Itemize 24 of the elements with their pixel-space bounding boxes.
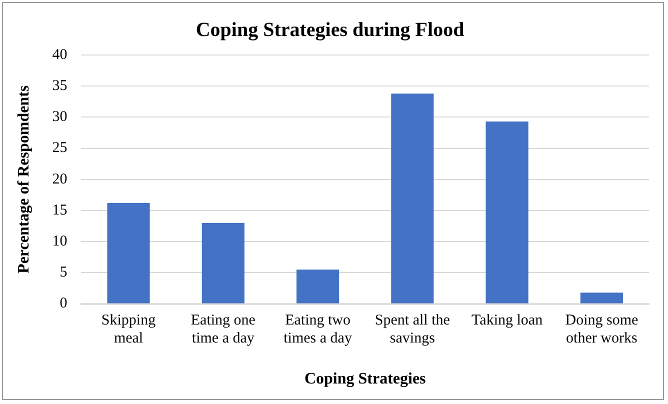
x-tick-label: Taking loan	[472, 312, 544, 329]
bar	[107, 203, 150, 304]
y-tick-label: 25	[52, 140, 68, 156]
y-tick-label: 40	[52, 46, 68, 63]
bar	[580, 292, 623, 304]
y-tick-label: 15	[52, 202, 68, 218]
x-tick-label: Eating two times a day	[284, 312, 352, 347]
x-axis-title: Coping Strategies	[304, 370, 426, 388]
bar	[391, 94, 434, 304]
y-tick-label: 35	[52, 78, 68, 94]
y-tick-label: 5	[60, 264, 68, 281]
y-axis-title: Percentage of Respomdents	[16, 85, 33, 274]
y-tick-label: 10	[52, 234, 68, 250]
x-tick-label: Doing some other works	[565, 312, 638, 347]
x-tick-label: Spent all the savings	[374, 312, 450, 347]
y-tick-label: 30	[52, 109, 68, 126]
bar	[202, 222, 244, 304]
bar	[296, 270, 340, 304]
chart-title: Coping Strategies during Flood	[196, 19, 464, 42]
y-tick-label: 20	[52, 171, 68, 188]
x-tick-label: Eating one time a day	[190, 312, 256, 347]
x-tick-label: Skipping meal	[101, 312, 156, 347]
y-tick-label: 0	[60, 296, 68, 312]
bar	[486, 122, 528, 304]
